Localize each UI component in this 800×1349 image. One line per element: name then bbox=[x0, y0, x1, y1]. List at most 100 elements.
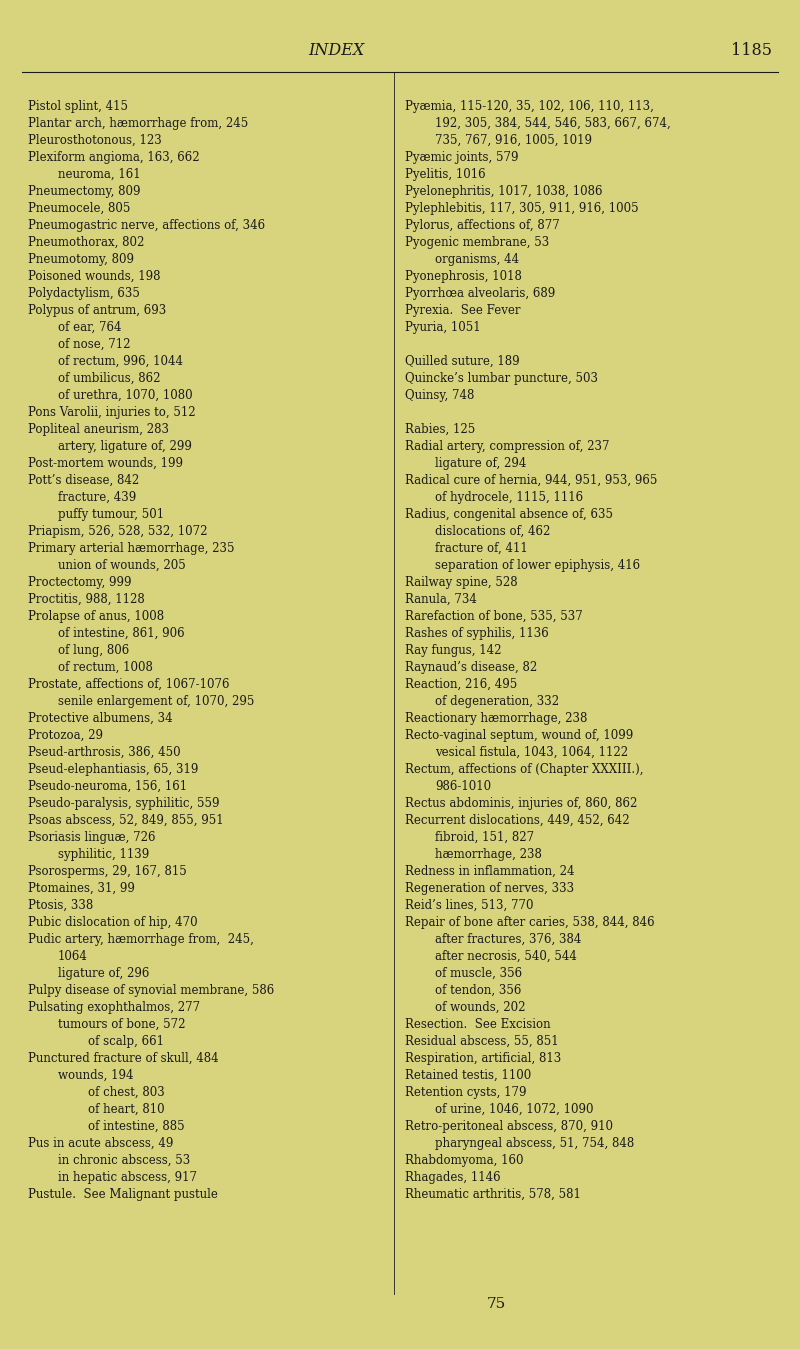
Text: Retro-peritoneal abscess, 870, 910: Retro-peritoneal abscess, 870, 910 bbox=[405, 1120, 613, 1133]
Text: Radical cure of hernia, 944, 951, 953, 965: Radical cure of hernia, 944, 951, 953, 9… bbox=[405, 473, 658, 487]
Text: Pneumogastric nerve, affections of, 346: Pneumogastric nerve, affections of, 346 bbox=[28, 219, 265, 232]
Text: tumours of bone, 572: tumours of bone, 572 bbox=[58, 1018, 186, 1031]
Text: ligature of, 294: ligature of, 294 bbox=[435, 457, 526, 469]
Text: of scalp, 661: of scalp, 661 bbox=[88, 1035, 164, 1048]
Text: Pyrexia.  See Fever: Pyrexia. See Fever bbox=[405, 304, 521, 317]
Text: Rhabdomyoma, 160: Rhabdomyoma, 160 bbox=[405, 1153, 523, 1167]
Text: Proctitis, 988, 1128: Proctitis, 988, 1128 bbox=[28, 594, 145, 606]
Text: Ptosis, 338: Ptosis, 338 bbox=[28, 898, 94, 912]
Text: after fractures, 376, 384: after fractures, 376, 384 bbox=[435, 934, 582, 946]
Text: Poisoned wounds, 198: Poisoned wounds, 198 bbox=[28, 270, 161, 283]
Text: Ptomaines, 31, 99: Ptomaines, 31, 99 bbox=[28, 882, 135, 894]
Text: fracture, 439: fracture, 439 bbox=[58, 491, 136, 505]
Text: Regeneration of nerves, 333: Regeneration of nerves, 333 bbox=[405, 882, 574, 894]
Text: Rheumatic arthritis, 578, 581: Rheumatic arthritis, 578, 581 bbox=[405, 1188, 581, 1201]
Text: Rabies, 125: Rabies, 125 bbox=[405, 424, 475, 436]
Text: Plantar arch, hæmorrhage from, 245: Plantar arch, hæmorrhage from, 245 bbox=[28, 117, 248, 130]
Text: of umbilicus, 862: of umbilicus, 862 bbox=[58, 372, 161, 384]
Text: Polypus of antrum, 693: Polypus of antrum, 693 bbox=[28, 304, 166, 317]
Text: Pyæmic joints, 579: Pyæmic joints, 579 bbox=[405, 151, 518, 165]
Text: Quinsy, 748: Quinsy, 748 bbox=[405, 389, 474, 402]
Text: Prostate, affections of, 1067-1076: Prostate, affections of, 1067-1076 bbox=[28, 679, 230, 691]
Text: Reaction, 216, 495: Reaction, 216, 495 bbox=[405, 679, 518, 691]
Text: 1185: 1185 bbox=[731, 42, 772, 59]
Text: Ranula, 734: Ranula, 734 bbox=[405, 594, 477, 606]
Text: ligature of, 296: ligature of, 296 bbox=[58, 967, 150, 979]
Text: Pyelitis, 1016: Pyelitis, 1016 bbox=[405, 169, 486, 181]
Text: fracture of, 411: fracture of, 411 bbox=[435, 542, 528, 554]
Text: 75: 75 bbox=[486, 1296, 506, 1311]
Text: neuroma, 161: neuroma, 161 bbox=[58, 169, 141, 181]
Text: Pylephlebitis, 117, 305, 911, 916, 1005: Pylephlebitis, 117, 305, 911, 916, 1005 bbox=[405, 202, 638, 214]
Text: Reid’s lines, 513, 770: Reid’s lines, 513, 770 bbox=[405, 898, 534, 912]
Text: of nose, 712: of nose, 712 bbox=[58, 339, 130, 351]
Text: of intestine, 861, 906: of intestine, 861, 906 bbox=[58, 627, 185, 639]
Text: INDEX: INDEX bbox=[308, 42, 364, 59]
Text: syphilitic, 1139: syphilitic, 1139 bbox=[58, 849, 150, 861]
Text: Pott’s disease, 842: Pott’s disease, 842 bbox=[28, 473, 139, 487]
Text: pharyngeal abscess, 51, 754, 848: pharyngeal abscess, 51, 754, 848 bbox=[435, 1137, 634, 1149]
Text: Polydactylism, 635: Polydactylism, 635 bbox=[28, 287, 140, 299]
Text: Pneumotomy, 809: Pneumotomy, 809 bbox=[28, 254, 134, 266]
Text: Pyuria, 1051: Pyuria, 1051 bbox=[405, 321, 481, 335]
Text: Recurrent dislocations, 449, 452, 642: Recurrent dislocations, 449, 452, 642 bbox=[405, 813, 630, 827]
Text: Radial artery, compression of, 237: Radial artery, compression of, 237 bbox=[405, 440, 610, 453]
Text: senile enlargement of, 1070, 295: senile enlargement of, 1070, 295 bbox=[58, 695, 254, 708]
Text: Pseud-elephantiasis, 65, 319: Pseud-elephantiasis, 65, 319 bbox=[28, 764, 198, 776]
Text: Pulsating exophthalmos, 277: Pulsating exophthalmos, 277 bbox=[28, 1001, 200, 1014]
Text: Respiration, artificial, 813: Respiration, artificial, 813 bbox=[405, 1052, 562, 1064]
Text: Pyelonephritis, 1017, 1038, 1086: Pyelonephritis, 1017, 1038, 1086 bbox=[405, 185, 602, 198]
Text: of lung, 806: of lung, 806 bbox=[58, 643, 130, 657]
Text: Psoas abscess, 52, 849, 855, 951: Psoas abscess, 52, 849, 855, 951 bbox=[28, 813, 224, 827]
Text: hæmorrhage, 238: hæmorrhage, 238 bbox=[435, 849, 542, 861]
Text: Pseudo-neuroma, 156, 161: Pseudo-neuroma, 156, 161 bbox=[28, 780, 187, 793]
Text: Punctured fracture of skull, 484: Punctured fracture of skull, 484 bbox=[28, 1052, 218, 1064]
Text: Rarefaction of bone, 535, 537: Rarefaction of bone, 535, 537 bbox=[405, 610, 582, 623]
Text: Resection.  See Excision: Resection. See Excision bbox=[405, 1018, 550, 1031]
Text: Residual abscess, 55, 851: Residual abscess, 55, 851 bbox=[405, 1035, 558, 1048]
Text: in hepatic abscess, 917: in hepatic abscess, 917 bbox=[58, 1171, 197, 1184]
Text: Pudic artery, hæmorrhage from,  245,: Pudic artery, hæmorrhage from, 245, bbox=[28, 934, 254, 946]
Text: Pyonephrosis, 1018: Pyonephrosis, 1018 bbox=[405, 270, 522, 283]
Text: of urine, 1046, 1072, 1090: of urine, 1046, 1072, 1090 bbox=[435, 1103, 594, 1116]
Text: Pistol splint, 415: Pistol splint, 415 bbox=[28, 100, 128, 113]
Text: of intestine, 885: of intestine, 885 bbox=[88, 1120, 185, 1133]
Text: vesical fistula, 1043, 1064, 1122: vesical fistula, 1043, 1064, 1122 bbox=[435, 746, 628, 759]
Text: Pustule.  See Malignant pustule: Pustule. See Malignant pustule bbox=[28, 1188, 218, 1201]
Text: Popliteal aneurism, 283: Popliteal aneurism, 283 bbox=[28, 424, 169, 436]
Text: Pseud-arthrosis, 386, 450: Pseud-arthrosis, 386, 450 bbox=[28, 746, 181, 759]
Text: Raynaud’s disease, 82: Raynaud’s disease, 82 bbox=[405, 661, 538, 674]
Text: Recto-vaginal septum, wound of, 1099: Recto-vaginal septum, wound of, 1099 bbox=[405, 728, 634, 742]
Text: Post-mortem wounds, 199: Post-mortem wounds, 199 bbox=[28, 457, 183, 469]
Text: union of wounds, 205: union of wounds, 205 bbox=[58, 558, 186, 572]
Text: Pons Varolii, injuries to, 512: Pons Varolii, injuries to, 512 bbox=[28, 406, 196, 420]
Text: Pubic dislocation of hip, 470: Pubic dislocation of hip, 470 bbox=[28, 916, 198, 929]
Text: Pus in acute abscess, 49: Pus in acute abscess, 49 bbox=[28, 1137, 174, 1149]
Text: of rectum, 1008: of rectum, 1008 bbox=[58, 661, 153, 674]
Text: Protozoa, 29: Protozoa, 29 bbox=[28, 728, 103, 742]
Text: Pneumocele, 805: Pneumocele, 805 bbox=[28, 202, 130, 214]
Text: Pyæmia, 115-120, 35, 102, 106, 110, 113,: Pyæmia, 115-120, 35, 102, 106, 110, 113, bbox=[405, 100, 654, 113]
Text: Redness in inflammation, 24: Redness in inflammation, 24 bbox=[405, 865, 574, 878]
Text: Retained testis, 1100: Retained testis, 1100 bbox=[405, 1068, 531, 1082]
Text: Rectum, affections of (Chapter XXXIII.),: Rectum, affections of (Chapter XXXIII.), bbox=[405, 764, 643, 776]
Text: in chronic abscess, 53: in chronic abscess, 53 bbox=[58, 1153, 190, 1167]
Text: of hydrocele, 1115, 1116: of hydrocele, 1115, 1116 bbox=[435, 491, 583, 505]
Text: Primary arterial hæmorrhage, 235: Primary arterial hæmorrhage, 235 bbox=[28, 542, 234, 554]
Text: Ray fungus, 142: Ray fungus, 142 bbox=[405, 643, 502, 657]
Text: Plexiform angioma, 163, 662: Plexiform angioma, 163, 662 bbox=[28, 151, 200, 165]
Text: Pneumothorax, 802: Pneumothorax, 802 bbox=[28, 236, 144, 250]
Text: fibroid, 151, 827: fibroid, 151, 827 bbox=[435, 831, 534, 844]
Text: Reactionary hæmorrhage, 238: Reactionary hæmorrhage, 238 bbox=[405, 712, 587, 724]
Text: Pulpy disease of synovial membrane, 586: Pulpy disease of synovial membrane, 586 bbox=[28, 983, 274, 997]
Text: 735, 767, 916, 1005, 1019: 735, 767, 916, 1005, 1019 bbox=[435, 134, 592, 147]
Text: 986-1010: 986-1010 bbox=[435, 780, 491, 793]
Text: Rhagades, 1146: Rhagades, 1146 bbox=[405, 1171, 501, 1184]
Text: Quilled suture, 189: Quilled suture, 189 bbox=[405, 355, 520, 368]
Text: Rectus abdominis, injuries of, 860, 862: Rectus abdominis, injuries of, 860, 862 bbox=[405, 797, 638, 809]
Text: Prolapse of anus, 1008: Prolapse of anus, 1008 bbox=[28, 610, 164, 623]
Text: 1064: 1064 bbox=[58, 950, 88, 963]
Text: Psoriasis linguæ, 726: Psoriasis linguæ, 726 bbox=[28, 831, 155, 844]
Text: Pseudo-paralysis, syphilitic, 559: Pseudo-paralysis, syphilitic, 559 bbox=[28, 797, 219, 809]
Text: Retention cysts, 179: Retention cysts, 179 bbox=[405, 1086, 526, 1099]
